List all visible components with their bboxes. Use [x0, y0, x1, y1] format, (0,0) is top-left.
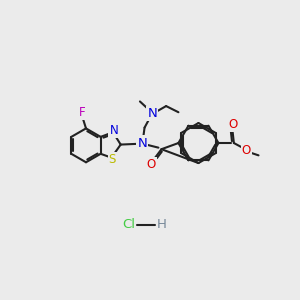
Text: O: O — [242, 144, 251, 157]
Text: O: O — [147, 158, 156, 171]
Text: O: O — [229, 118, 238, 131]
Text: H: H — [157, 218, 166, 231]
Text: N: N — [137, 136, 147, 149]
Text: S: S — [109, 153, 116, 166]
Text: Cl: Cl — [123, 218, 136, 231]
Text: N: N — [110, 124, 118, 137]
Text: F: F — [79, 106, 86, 119]
Text: N: N — [147, 107, 157, 120]
